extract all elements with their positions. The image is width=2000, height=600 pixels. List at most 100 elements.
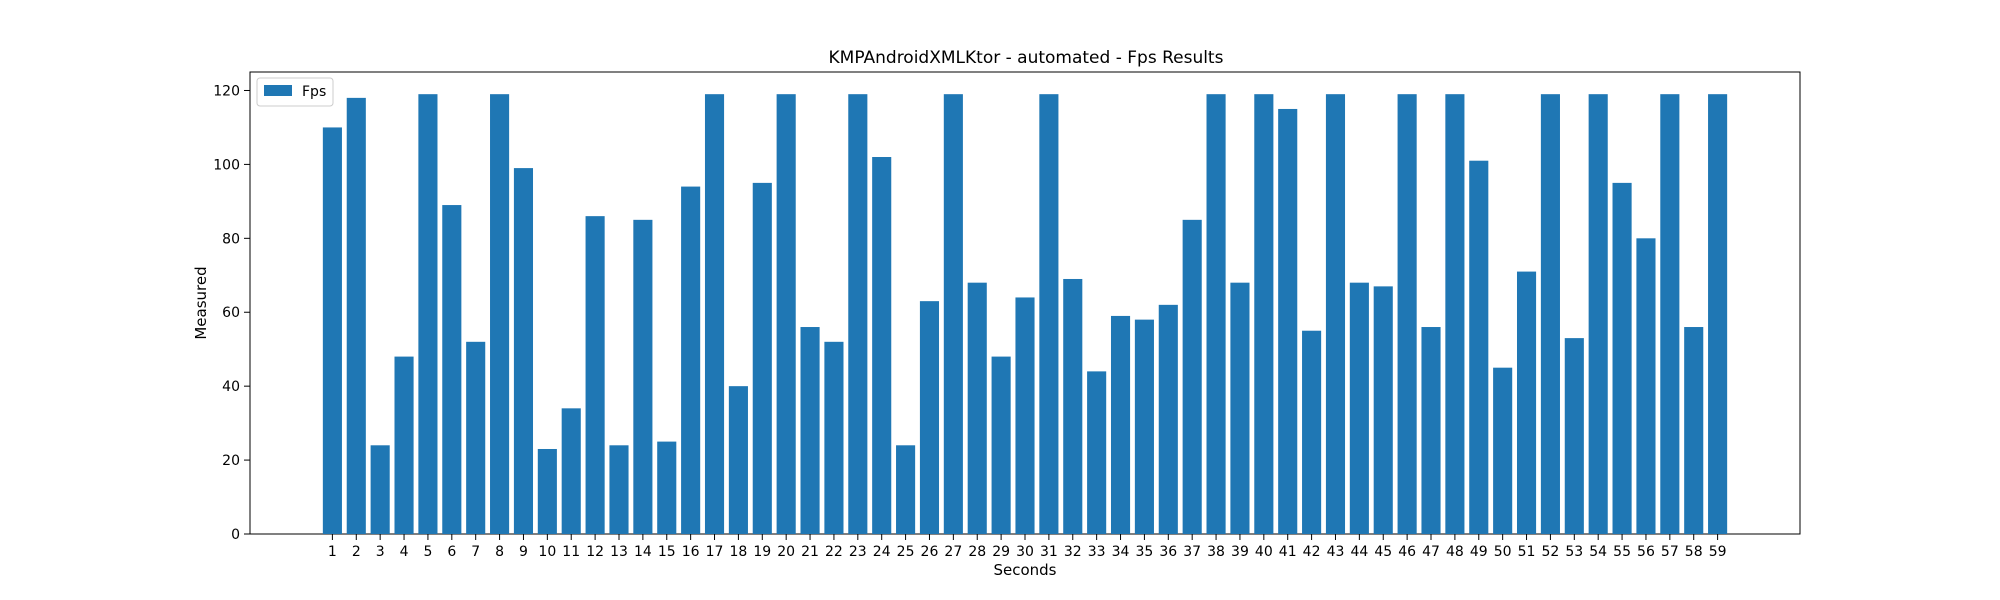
bar-8 xyxy=(490,94,510,535)
legend-label-fps: Fps xyxy=(302,84,326,100)
bar-41 xyxy=(1278,108,1298,535)
bar-20 xyxy=(776,94,796,535)
bar-44 xyxy=(1349,282,1369,534)
bar-50 xyxy=(1493,367,1513,534)
bar-43 xyxy=(1325,94,1346,535)
x-tick-label: 17 xyxy=(706,544,724,560)
chart-title: KMPAndroidXMLKtor - automated - Fps Resu… xyxy=(829,48,1224,68)
x-tick-label: 34 xyxy=(1112,544,1130,560)
bar-13 xyxy=(609,445,629,534)
bar-5 xyxy=(418,94,438,535)
bar-29 xyxy=(991,356,1011,534)
x-tick-label: 45 xyxy=(1374,544,1392,560)
bar-23 xyxy=(848,94,868,535)
x-tick-label: 21 xyxy=(801,544,819,560)
bar-39 xyxy=(1230,282,1250,534)
x-tick-label: 1 xyxy=(328,544,337,560)
bar-1 xyxy=(322,127,342,534)
x-tick-label: 4 xyxy=(400,544,409,560)
x-tick-label: 11 xyxy=(562,544,580,560)
x-tick-label: 27 xyxy=(944,544,962,560)
x-tick-label: 22 xyxy=(825,544,843,560)
x-tick-label: 50 xyxy=(1494,544,1512,560)
legend: Fps xyxy=(256,77,334,107)
bar-7 xyxy=(466,341,486,534)
bar-35 xyxy=(1134,319,1154,534)
x-tick-label: 51 xyxy=(1518,544,1536,560)
bars-group xyxy=(322,94,1728,535)
x-tick-label: 37 xyxy=(1183,544,1201,560)
bar-49 xyxy=(1469,160,1489,535)
x-tick-label: 26 xyxy=(921,544,939,560)
x-tick-label: 18 xyxy=(729,544,747,560)
x-tick-label: 20 xyxy=(777,544,795,560)
bar-42 xyxy=(1302,330,1322,534)
bar-57 xyxy=(1660,94,1680,535)
bar-26 xyxy=(919,301,940,534)
bar-22 xyxy=(824,341,844,534)
x-tick-label: 41 xyxy=(1279,544,1297,560)
y-tick-label: 40 xyxy=(222,379,240,395)
x-tick-label: 9 xyxy=(519,544,528,560)
x-tick-label: 23 xyxy=(849,544,867,560)
bar-31 xyxy=(1039,94,1059,535)
x-tick-label: 5 xyxy=(423,544,432,560)
bar-47 xyxy=(1421,327,1441,534)
x-tick-label: 47 xyxy=(1422,544,1440,560)
x-tick-label: 7 xyxy=(471,544,480,560)
bar-38 xyxy=(1206,94,1226,535)
x-tick-label: 52 xyxy=(1542,544,1560,560)
bar-11 xyxy=(561,408,581,534)
bar-4 xyxy=(394,356,414,534)
x-tick-label: 6 xyxy=(447,544,456,560)
bar-18 xyxy=(728,386,748,534)
y-tick-label: 60 xyxy=(222,305,240,321)
x-tick-label: 13 xyxy=(610,544,628,560)
bar-21 xyxy=(800,327,820,534)
x-tick-label: 31 xyxy=(1040,544,1058,560)
x-tick-label: 46 xyxy=(1398,544,1416,560)
bar-14 xyxy=(633,219,653,534)
bar-33 xyxy=(1087,371,1107,534)
x-tick-label: 54 xyxy=(1589,544,1607,560)
x-tick-label: 19 xyxy=(753,544,771,560)
x-tick-label: 15 xyxy=(658,544,676,560)
bar-17 xyxy=(704,94,725,535)
x-tick-label: 28 xyxy=(968,544,986,560)
y-axis: 0 20 40 60 80 100 120 xyxy=(213,83,250,543)
bar-52 xyxy=(1540,94,1560,535)
bar-24 xyxy=(872,157,892,534)
bar-37 xyxy=(1182,219,1202,534)
x-tick-label: 44 xyxy=(1350,544,1368,560)
bar-56 xyxy=(1636,238,1656,534)
bar-6 xyxy=(442,205,462,534)
bar-28 xyxy=(967,282,987,534)
y-tick-label: 100 xyxy=(213,157,240,173)
x-tick-label: 3 xyxy=(376,544,385,560)
y-tick-label: 0 xyxy=(231,527,240,543)
bar-55 xyxy=(1612,182,1632,534)
x-tick-label: 25 xyxy=(897,544,915,560)
bar-12 xyxy=(585,216,605,535)
bar-34 xyxy=(1110,315,1131,534)
bar-36 xyxy=(1158,304,1178,534)
bar-15 xyxy=(657,441,677,534)
bar-27 xyxy=(943,94,963,535)
x-tick-label: 35 xyxy=(1136,544,1154,560)
bar-51 xyxy=(1516,271,1537,534)
x-tick-label: 55 xyxy=(1613,544,1631,560)
bar-3 xyxy=(370,445,390,534)
bar-19 xyxy=(752,182,772,534)
x-tick-label: 42 xyxy=(1303,544,1321,560)
bar-48 xyxy=(1445,94,1465,535)
bar-16 xyxy=(681,186,701,535)
x-axis: 1 2 3 4 5 6 7 8 9 10 11 12 13 14 15 16 17 18 19 20 21 22 23 24 2… xyxy=(328,534,1727,560)
x-tick-label: 39 xyxy=(1231,544,1249,560)
bar-2 xyxy=(346,97,366,534)
bar-53 xyxy=(1564,338,1584,534)
x-tick-label: 24 xyxy=(873,544,891,560)
bar-9 xyxy=(513,168,534,534)
bar-40 xyxy=(1254,94,1274,535)
bar-25 xyxy=(896,445,916,534)
x-tick-label: 43 xyxy=(1327,544,1345,560)
